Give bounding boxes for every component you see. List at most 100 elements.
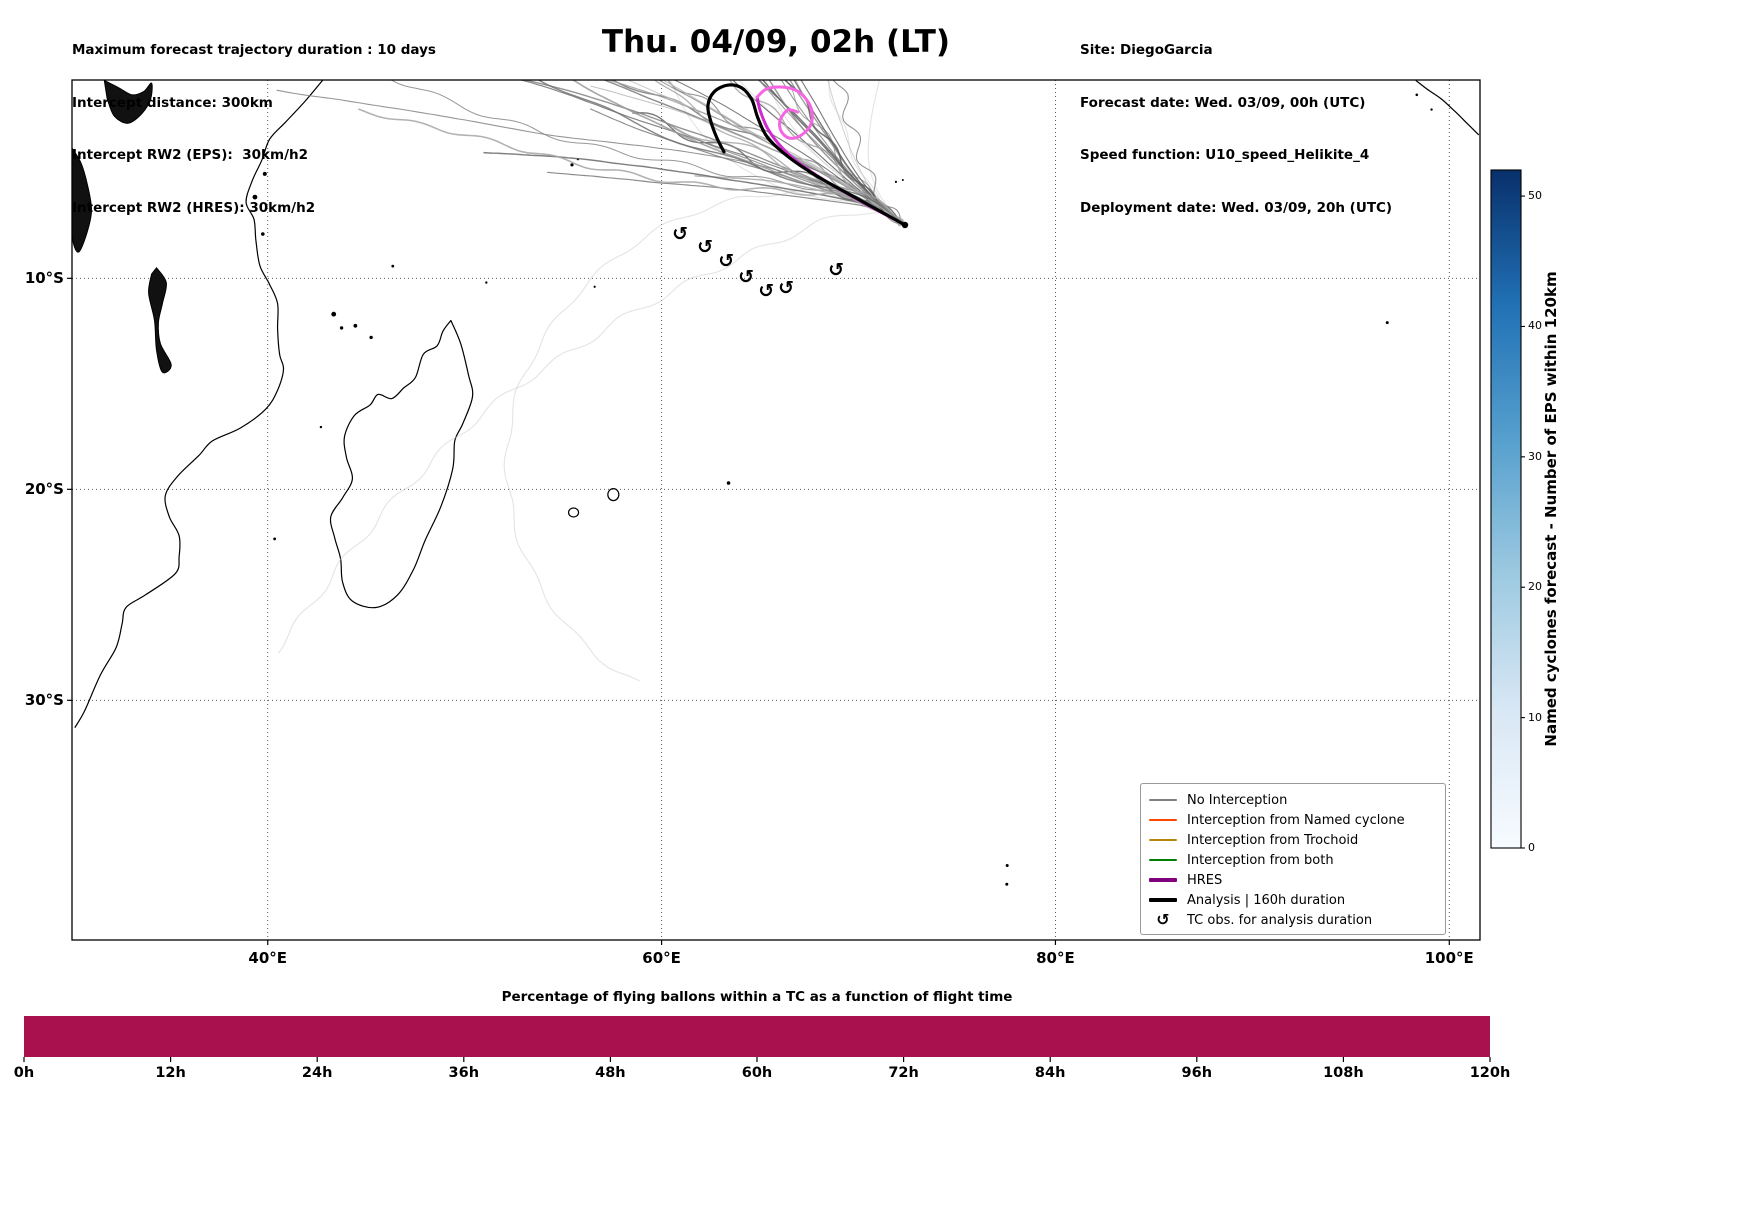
cyclone-start-marker xyxy=(901,221,909,229)
ensemble-trajectory xyxy=(571,80,906,226)
island-dot xyxy=(570,163,574,167)
ensemble-trajectory xyxy=(784,80,906,226)
lon-axis-label: 60°E xyxy=(642,949,681,967)
legend-line-swatch xyxy=(1149,799,1177,801)
bottom-chart-title: Percentage of flying ballons within a TC… xyxy=(501,989,1013,1005)
legend-item-label: Interception from Named cyclone xyxy=(1187,812,1405,828)
legend-item-label: No Interception xyxy=(1187,792,1288,808)
header-deployment-date: Deployment date: Wed. 03/09, 20h (UTC) xyxy=(1080,199,1393,216)
header-left-block: Maximum forecast trajectory duration : 1… xyxy=(72,7,436,252)
colorbar-tick-label: 0 xyxy=(1528,841,1535,854)
island-dot xyxy=(261,232,265,236)
island-dot xyxy=(485,281,488,284)
ensemble-trajectory xyxy=(732,80,906,226)
legend-symbol-swatch: ↺ xyxy=(1149,910,1177,929)
island-dot xyxy=(1385,321,1389,325)
bottom-tick-label: 48h xyxy=(595,1065,626,1081)
legend-item: Interception from both xyxy=(1149,850,1437,870)
island-dot xyxy=(319,425,323,429)
balloon-percentage-bar xyxy=(24,1016,1490,1057)
lon-axis-label: 40°E xyxy=(248,949,288,967)
tc-obs-marker: ↺ xyxy=(758,280,774,302)
legend-line-swatch xyxy=(1149,839,1177,841)
lat-axis-label: 20°S xyxy=(24,480,64,499)
legend-item: Interception from Trochoid xyxy=(1149,830,1437,850)
island-dot xyxy=(369,335,373,340)
analysis-track xyxy=(706,83,907,227)
ensemble-trajectory xyxy=(390,80,906,226)
island-dot xyxy=(894,180,898,184)
ensemble-trajectory xyxy=(547,171,906,226)
legend-line xyxy=(1149,839,1177,841)
header-intercept-rw2-eps: Intercept RW2 (EPS): 30km/h2 xyxy=(72,147,308,163)
tc-obs-marker: ↺ xyxy=(738,266,754,288)
coastline-africa xyxy=(74,80,324,729)
header-speed-function: Speed function: U10_speed_Helikite_4 xyxy=(1080,147,1370,163)
figure-title: Thu. 04/09, 02h (LT) xyxy=(601,24,951,60)
header-intercept-distance: Intercept distance: 300km xyxy=(72,94,273,111)
tc-obs-symbol-icon: ↺ xyxy=(1156,910,1170,929)
legend-line xyxy=(1149,898,1177,902)
legend-item: Analysis | 160h duration xyxy=(1149,890,1437,910)
ensemble-trajectory xyxy=(590,85,906,226)
lat-axis-label: 30°S xyxy=(24,691,64,710)
map-legend: No Interception Interception from Named c… xyxy=(1140,783,1446,935)
legend-item-label: Interception from both xyxy=(1187,852,1334,868)
lat-axis-label: 10°S xyxy=(24,269,64,288)
bottom-tick-label: 96h xyxy=(1181,1065,1213,1081)
colorbar-tick-label: 10 xyxy=(1528,710,1542,724)
lake-malawi xyxy=(148,266,172,374)
bottom-tick-label: 24h xyxy=(301,1065,333,1081)
lake-victoria xyxy=(103,80,153,124)
island-dot xyxy=(1005,864,1009,868)
tc-obs-marker: ↺ xyxy=(697,236,713,258)
island-dot xyxy=(252,194,258,200)
bottom-tick-label: 0h xyxy=(13,1065,35,1081)
ensemble-trajectory xyxy=(503,189,906,682)
colorbar-tick-label: 40 xyxy=(1528,319,1542,333)
legend-item-label: Analysis | 160h duration xyxy=(1187,892,1346,908)
lon-axis-label: 100°E xyxy=(1424,949,1474,967)
ensemble-trajectory xyxy=(758,80,906,226)
bottom-tick-label: 108h xyxy=(1323,1065,1364,1081)
tc-obs-marker: ↺ xyxy=(828,259,844,281)
island-dot xyxy=(391,264,395,268)
lon-axis-label: 80°E xyxy=(1036,949,1075,967)
hres-track-bright-loop xyxy=(755,85,814,140)
legend-item: No Interception xyxy=(1149,790,1437,810)
island-dot xyxy=(901,179,904,182)
island-dot xyxy=(1415,93,1419,97)
legend-line xyxy=(1149,859,1177,861)
legend-line xyxy=(1149,819,1177,821)
ensemble-trajectory xyxy=(522,80,906,226)
island-dot xyxy=(273,537,277,541)
legend-item: Interception from Named cyclone xyxy=(1149,810,1437,830)
coastline-sumatra xyxy=(1415,80,1480,136)
legend-item-label: TC obs. for analysis duration xyxy=(1187,912,1373,928)
island-outline-mauritius xyxy=(607,487,620,502)
island-dot xyxy=(1430,108,1433,111)
bottom-tick-label: 60h xyxy=(741,1065,773,1081)
ensemble-trajectory xyxy=(358,108,906,226)
tc-obs-marker: ↺ xyxy=(718,250,734,272)
island-dot xyxy=(353,323,358,328)
bottom-tick-label: 36h xyxy=(448,1065,480,1081)
legend-item-label: Interception from Trochoid xyxy=(1187,832,1359,848)
header-max-duration: Maximum forecast trajectory duration : 1… xyxy=(72,42,436,58)
colorbar-tick-label: 50 xyxy=(1528,189,1542,203)
legend-line-swatch xyxy=(1149,819,1177,821)
legend-line-swatch xyxy=(1149,859,1177,861)
legend-item: ↺ TC obs. for analysis duration xyxy=(1149,910,1437,930)
map-frame xyxy=(71,79,1481,941)
legend-item-label: HRES xyxy=(1187,872,1223,888)
island-dot xyxy=(1005,882,1009,886)
island-outline-reunion xyxy=(567,507,580,518)
header-intercept-rw2-hres: Intercept RW2 (HRES): 30km/h2 xyxy=(72,199,316,216)
tc-obs-marker: ↺ xyxy=(672,223,688,245)
legend-line xyxy=(1149,799,1177,801)
header-forecast-date: Forecast date: Wed. 03/09, 00h (UTC) xyxy=(1080,94,1366,111)
bottom-tick-label: 84h xyxy=(1034,1065,1066,1081)
legend-line-swatch xyxy=(1149,878,1177,882)
bottom-tick-label: 12h xyxy=(155,1065,186,1081)
